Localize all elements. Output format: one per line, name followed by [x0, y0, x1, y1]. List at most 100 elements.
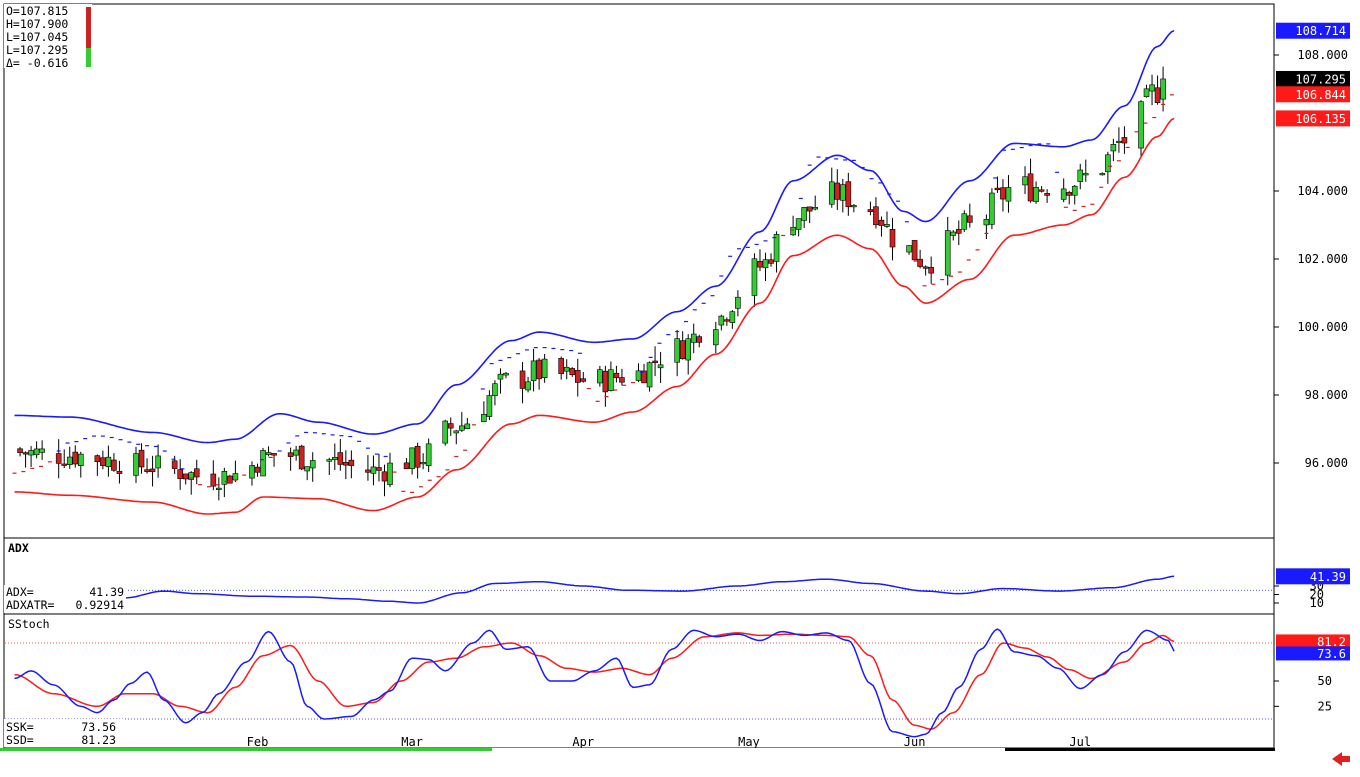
candle-body — [795, 218, 802, 230]
sstoch-value-tag-text: 81.2 — [1317, 635, 1346, 649]
candle-body — [414, 445, 421, 468]
candle-body — [790, 226, 796, 236]
candle — [1027, 158, 1034, 203]
candle-body — [442, 420, 449, 444]
candle-body — [906, 245, 912, 253]
candle-body — [409, 447, 415, 469]
candle — [536, 358, 542, 390]
candle-body — [403, 462, 410, 470]
adx-value-tag: 41.39 — [1276, 568, 1350, 585]
candle — [801, 206, 807, 229]
candle — [293, 445, 299, 461]
candle-body — [254, 466, 261, 473]
candle-body — [55, 453, 62, 464]
candle — [768, 253, 774, 267]
candle — [884, 211, 890, 229]
candle-body — [492, 383, 498, 396]
month-label: Jun — [904, 735, 926, 749]
candle-body — [1000, 187, 1006, 200]
candle-body — [1105, 154, 1111, 173]
candle — [1082, 159, 1089, 182]
candle-body — [873, 206, 879, 226]
candle-body — [116, 470, 123, 474]
candle-body — [1121, 137, 1128, 144]
sstoch-panel-frame — [3, 613, 1275, 749]
candle — [840, 178, 846, 213]
candle-body — [646, 362, 653, 388]
candle — [828, 167, 835, 208]
price-value-tag-text: 108.714 — [1295, 24, 1346, 38]
candle — [834, 169, 841, 210]
sstoch-readout: SSK= 73.56 SSD= 81.23 — [4, 719, 124, 747]
candle-body — [265, 452, 272, 455]
candle-body — [293, 449, 299, 456]
date-axis-progress-dark — [1005, 748, 1275, 751]
candle — [597, 365, 603, 387]
candle — [265, 446, 272, 457]
candle-body — [530, 360, 537, 381]
adx-y-tick-label: 20 — [1310, 588, 1324, 602]
candle — [370, 455, 377, 486]
candle-body — [453, 430, 460, 434]
candle-body — [188, 472, 195, 480]
ssk-label: SSK= — [6, 720, 34, 734]
candle-body — [679, 340, 686, 360]
candle-body — [657, 364, 664, 369]
price-value-tag: 107.295 — [1276, 70, 1350, 87]
candle — [773, 231, 780, 273]
price-value-tag-text: 107.295 — [1295, 72, 1346, 86]
candle — [967, 203, 973, 228]
month-label: Mar — [401, 735, 423, 749]
price-value-tag-bg — [1276, 70, 1350, 87]
scroll-right-arrow-icon[interactable] — [1332, 752, 1350, 766]
candle-body — [155, 455, 161, 469]
candle — [1044, 189, 1050, 203]
candle — [563, 359, 570, 380]
candle-body — [884, 224, 890, 227]
candle-body — [541, 358, 548, 378]
candle — [111, 453, 117, 472]
price-y-tick-label: 104.000 — [1297, 184, 1348, 198]
candle — [149, 455, 156, 487]
candle — [608, 361, 614, 392]
candle — [718, 314, 725, 331]
sstoch-title: SStoch — [8, 617, 50, 631]
candle — [613, 365, 620, 383]
candle-body — [1071, 185, 1078, 196]
candle-body — [1033, 187, 1039, 202]
candle-body — [497, 373, 504, 380]
candle-body — [757, 261, 763, 268]
readout-delta: Δ= -0.616 — [6, 56, 68, 70]
candle-body — [227, 475, 233, 484]
candle-body — [840, 184, 846, 201]
candle — [641, 363, 647, 384]
candle-body — [216, 487, 222, 490]
candle-body — [111, 459, 117, 471]
candle — [425, 438, 432, 473]
candle — [713, 321, 719, 354]
candle — [679, 331, 686, 360]
candle — [453, 429, 460, 445]
candle-body — [713, 329, 719, 346]
candle — [1000, 179, 1006, 212]
candle-body — [1160, 78, 1166, 100]
candle — [100, 450, 106, 470]
candle — [878, 216, 885, 237]
candle — [685, 334, 691, 375]
candle — [1121, 126, 1128, 154]
candle-body — [519, 370, 526, 389]
candle-body — [133, 453, 139, 476]
candle-body — [77, 453, 84, 467]
price-value-tag-text: 106.844 — [1295, 88, 1346, 102]
candle — [155, 444, 161, 478]
adxatr-value: 0.92914 — [76, 598, 125, 612]
candle-body — [751, 258, 758, 296]
candle-body — [304, 466, 310, 472]
candle-body — [950, 231, 957, 236]
candle-body — [685, 338, 691, 361]
candle — [17, 447, 23, 457]
candle — [983, 214, 990, 240]
candle — [304, 466, 310, 481]
candle-body — [955, 229, 962, 234]
candle — [447, 417, 454, 436]
